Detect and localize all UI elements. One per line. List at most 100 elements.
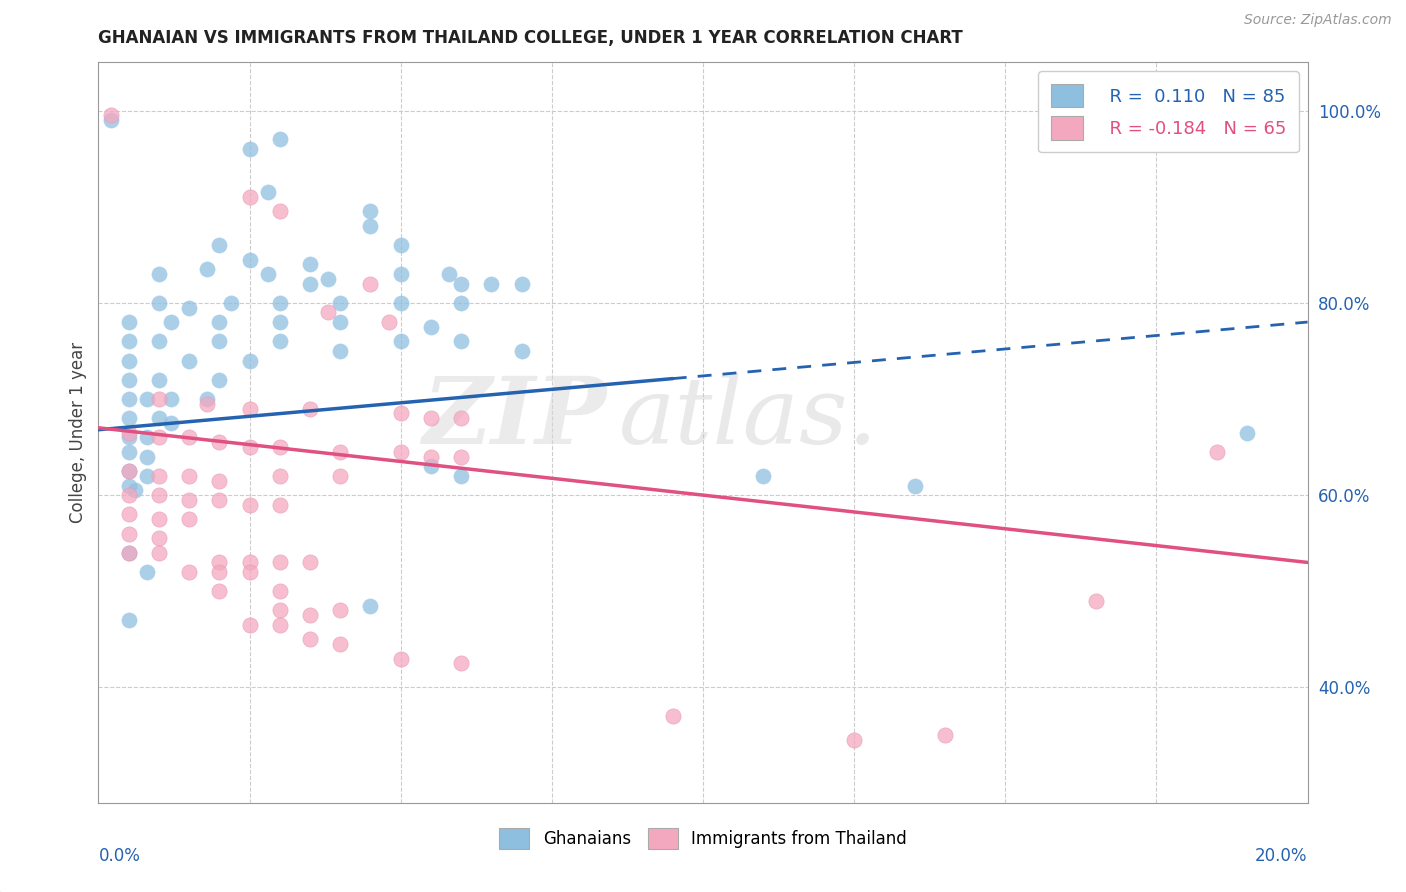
Point [269, 469, 291, 483]
Point [420, 411, 443, 425]
Point [316, 305, 339, 319]
Point [239, 252, 262, 267]
Point [239, 142, 262, 156]
Point [420, 319, 443, 334]
Point [239, 556, 262, 570]
Point [135, 430, 157, 444]
Point [179, 301, 201, 315]
Text: 0.0%: 0.0% [98, 847, 141, 865]
Point [179, 469, 201, 483]
Point [661, 709, 683, 723]
Point [256, 267, 278, 281]
Point [148, 488, 170, 502]
Point [118, 546, 141, 560]
Point [389, 651, 412, 665]
Point [208, 556, 231, 570]
Point [844, 733, 866, 747]
Point [221, 295, 243, 310]
Text: ZIP: ZIP [422, 373, 606, 463]
Point [269, 618, 291, 632]
Point [148, 532, 170, 546]
Point [148, 334, 170, 349]
Point [148, 373, 170, 387]
Point [316, 272, 339, 286]
Point [299, 277, 322, 291]
Point [329, 315, 352, 329]
Point [124, 483, 146, 498]
Point [450, 657, 472, 671]
Point [148, 430, 170, 444]
Point [118, 373, 141, 387]
Point [239, 190, 262, 204]
Point [450, 469, 472, 483]
Point [450, 411, 472, 425]
Point [135, 565, 157, 579]
Point [752, 469, 775, 483]
Point [269, 584, 291, 599]
Point [208, 435, 231, 450]
Point [239, 401, 262, 416]
Point [269, 132, 291, 146]
Point [329, 445, 352, 459]
Point [239, 618, 262, 632]
Point [934, 729, 956, 743]
Point [179, 492, 201, 507]
Point [389, 238, 412, 252]
Point [179, 512, 201, 526]
Point [148, 546, 170, 560]
Point [118, 478, 141, 492]
Point [450, 450, 472, 464]
Point [135, 469, 157, 483]
Point [299, 556, 322, 570]
Point [389, 295, 412, 310]
Point [118, 334, 141, 349]
Point [118, 488, 141, 502]
Point [299, 257, 322, 271]
Point [269, 204, 291, 219]
Point [148, 267, 170, 281]
Y-axis label: College, Under 1 year: College, Under 1 year [69, 342, 87, 524]
Point [118, 315, 141, 329]
Point [239, 440, 262, 454]
Point [1085, 594, 1108, 608]
Text: GHANAIAN VS IMMIGRANTS FROM THAILAND COLLEGE, UNDER 1 YEAR CORRELATION CHART: GHANAIAN VS IMMIGRANTS FROM THAILAND COL… [98, 29, 963, 47]
Point [437, 267, 460, 281]
Point [208, 373, 231, 387]
Point [118, 464, 141, 478]
Point [360, 219, 382, 233]
Point [389, 406, 412, 420]
Point [208, 238, 231, 252]
Point [329, 603, 352, 617]
Point [118, 464, 141, 478]
Point [239, 565, 262, 579]
Point [420, 459, 443, 474]
Point [510, 277, 533, 291]
Point [118, 526, 141, 541]
Point [148, 512, 170, 526]
Point [299, 632, 322, 647]
Point [135, 392, 157, 406]
Point [239, 498, 262, 512]
Point [208, 584, 231, 599]
Point [118, 353, 141, 368]
Text: 20.0%: 20.0% [1256, 847, 1308, 865]
Point [118, 508, 141, 522]
Point [148, 469, 170, 483]
Point [904, 478, 927, 492]
Point [195, 262, 218, 277]
Point [148, 295, 170, 310]
Point [135, 450, 157, 464]
Point [256, 186, 278, 200]
Point [450, 334, 472, 349]
Point [179, 430, 201, 444]
Point [269, 334, 291, 349]
Point [118, 613, 141, 627]
Point [450, 295, 472, 310]
Point [269, 603, 291, 617]
Point [195, 392, 218, 406]
Text: Source: ZipAtlas.com: Source: ZipAtlas.com [1244, 13, 1392, 28]
Point [360, 277, 382, 291]
Point [360, 204, 382, 219]
Point [269, 498, 291, 512]
Point [481, 277, 503, 291]
